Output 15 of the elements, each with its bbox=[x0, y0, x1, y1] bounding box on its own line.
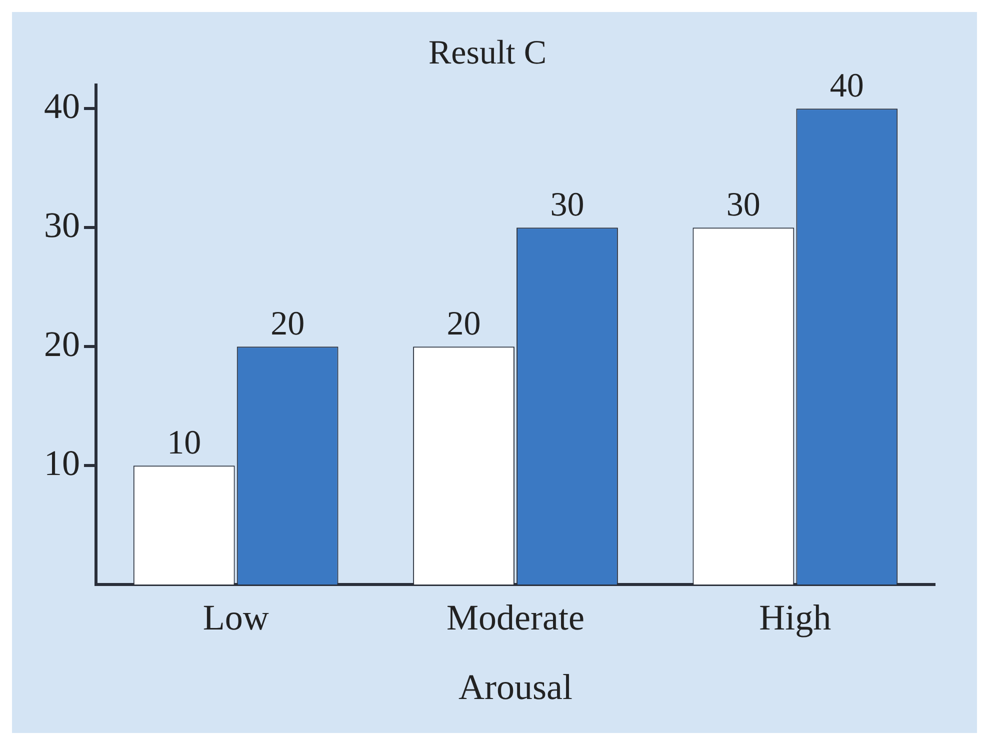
x-tick-label: Moderate bbox=[446, 598, 584, 638]
y-tick-label: 40 bbox=[44, 86, 80, 126]
data-label: 30 bbox=[550, 186, 584, 224]
y-tick-label: 20 bbox=[44, 324, 80, 364]
x-axis-title: Arousal bbox=[458, 666, 572, 707]
data-label: 40 bbox=[830, 68, 864, 105]
chart-title: Result C bbox=[428, 34, 547, 72]
data-label: 20 bbox=[270, 306, 305, 343]
data-label: 30 bbox=[726, 186, 760, 224]
data-label: 20 bbox=[446, 306, 481, 343]
x-tick-label: Low bbox=[202, 598, 269, 638]
x-tick-label: High bbox=[759, 598, 832, 638]
y-tick-label: 10 bbox=[44, 443, 80, 484]
y-tick-label: 30 bbox=[44, 205, 80, 246]
data-label: 10 bbox=[167, 424, 202, 462]
